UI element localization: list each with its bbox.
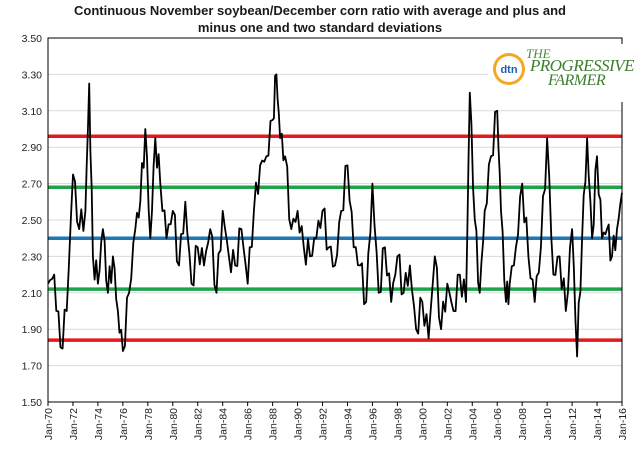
logo-badge-text: dtn bbox=[500, 64, 517, 76]
x-tick-label: Jan-72 bbox=[68, 408, 80, 440]
x-tick-label: Jan-86 bbox=[243, 408, 255, 440]
x-tick-label: Jan-74 bbox=[93, 408, 105, 440]
y-tick-label: 3.10 bbox=[22, 106, 43, 118]
y-tick-label: 1.50 bbox=[22, 397, 43, 409]
x-tick-label: Jan-76 bbox=[118, 408, 130, 440]
x-tick-label: Jan-80 bbox=[168, 408, 180, 440]
x-tick-label: Jan-02 bbox=[442, 408, 454, 440]
y-tick-label: 2.10 bbox=[22, 288, 43, 300]
soy-corn-ratio-line bbox=[47, 73, 623, 358]
y-tick-label: 2.70 bbox=[22, 179, 43, 191]
chart-title: Continuous November soybean/December cor… bbox=[40, 2, 600, 36]
x-tick-label: Jan-96 bbox=[367, 408, 379, 440]
y-tick-label: 1.90 bbox=[22, 324, 43, 336]
x-tick-label: Jan-00 bbox=[417, 408, 429, 440]
x-tick-label: Jan-84 bbox=[218, 408, 230, 440]
logo-text-farmer: FARMER bbox=[548, 72, 606, 89]
x-tick-label: Jan-92 bbox=[318, 408, 330, 440]
x-tick-label: Jan-06 bbox=[492, 408, 504, 440]
x-tick-label: Jan-16 bbox=[617, 408, 629, 440]
y-tick-label: 3.30 bbox=[22, 69, 43, 81]
x-tick-label: Jan-10 bbox=[542, 408, 554, 440]
dtn-logo-badge-icon: dtn bbox=[493, 53, 525, 85]
y-tick-label: 2.90 bbox=[22, 142, 43, 154]
logo-text-progressive: PROGRESSIVE bbox=[530, 56, 635, 75]
x-tick-label: Jan-12 bbox=[567, 408, 579, 440]
x-tick-label: Jan-88 bbox=[268, 408, 280, 440]
y-tick-label: 2.30 bbox=[22, 251, 43, 263]
x-tick-label: Jan-98 bbox=[392, 408, 404, 440]
plot-frame bbox=[47, 37, 623, 403]
x-tick-label: Jan-78 bbox=[143, 408, 155, 440]
logo-text-the: THE bbox=[526, 46, 551, 61]
y-tick-label: 2.50 bbox=[22, 215, 43, 227]
x-tick-label: Jan-14 bbox=[592, 408, 604, 440]
x-tick-label: Jan-90 bbox=[293, 408, 305, 440]
x-tick-label: Jan-82 bbox=[193, 408, 205, 440]
y-tick-label: 3.50 bbox=[22, 33, 43, 45]
x-tick-label: Jan-04 bbox=[467, 408, 479, 440]
x-tick-label: Jan-08 bbox=[517, 408, 529, 440]
logo: dtn THE PROGRESSIVE FARMER bbox=[488, 44, 635, 102]
x-tick-label: Jan-70 bbox=[43, 408, 55, 440]
x-tick-label: Jan-94 bbox=[342, 408, 354, 440]
y-tick-label: 1.70 bbox=[22, 361, 43, 373]
chart-title-line2: minus one and two standard deviations bbox=[197, 20, 443, 35]
chart-title-line1: Continuous November soybean/December cor… bbox=[74, 3, 566, 18]
